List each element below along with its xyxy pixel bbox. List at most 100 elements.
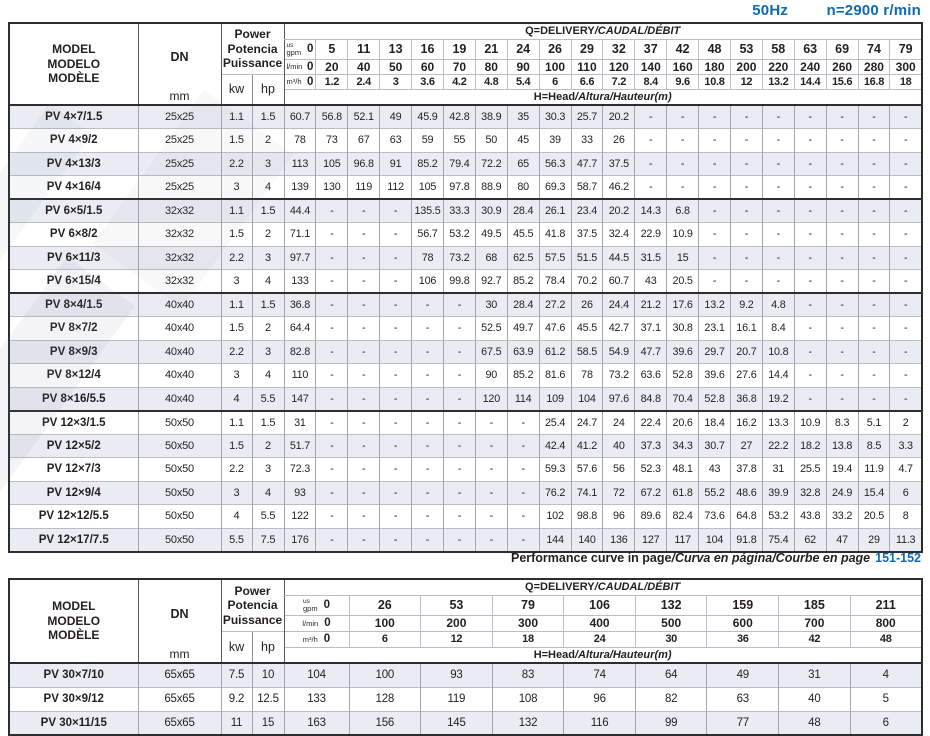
kw-cell: 1.5 bbox=[220, 433, 252, 458]
dn-cell: 65x65 bbox=[137, 686, 221, 711]
head-value-cell: 119 bbox=[420, 686, 493, 711]
head-value-cell: 113 bbox=[283, 151, 316, 176]
m3h-value-header: 18 bbox=[491, 630, 564, 647]
gpm-value-header: 132 bbox=[634, 595, 707, 615]
head-value-cell: 30.9 bbox=[474, 198, 508, 223]
head-value-cell: 4 bbox=[849, 662, 922, 687]
lmin-value-header: 280 bbox=[857, 58, 890, 74]
model-cell: PV 12×7/3 bbox=[9, 457, 138, 481]
head-value-cell: 163 bbox=[283, 710, 349, 735]
power-header: Power Potencia Puissance bbox=[220, 579, 284, 631]
operating-conditions: 50Hz n=2900 r/min bbox=[752, 2, 921, 19]
head-value-cell: 8.5 bbox=[857, 433, 890, 458]
head-value-cell: - bbox=[442, 292, 476, 317]
model-cell: PV 12×12/5.5 bbox=[9, 504, 138, 528]
head-value-cell: - bbox=[442, 527, 476, 552]
head-value-cell: 6 bbox=[849, 710, 922, 735]
head-value-cell: 13.3 bbox=[761, 409, 795, 434]
hp-cell: 1.5 bbox=[251, 292, 284, 317]
head-value-cell: - bbox=[729, 104, 763, 129]
head-value-cell: 43 bbox=[634, 269, 667, 293]
head-value-cell: - bbox=[729, 151, 763, 176]
h-head-intl: /Altura/Hauteur bbox=[574, 648, 655, 661]
h-head-header: H=Head/Altura/Hauteur(m) bbox=[283, 88, 922, 105]
head-value-cell: 112 bbox=[379, 175, 412, 199]
head-value-cell: - bbox=[379, 527, 412, 552]
m3h-value-header: 6 bbox=[538, 73, 572, 89]
head-value-cell: - bbox=[442, 339, 476, 364]
kw-header: kw bbox=[220, 630, 252, 663]
head-value-cell: 89.6 bbox=[634, 504, 667, 528]
head-value-cell: 16.2 bbox=[729, 409, 763, 434]
head-value-cell: - bbox=[889, 386, 922, 411]
head-value-cell: 18.4 bbox=[698, 409, 731, 434]
hp-cell: 3 bbox=[251, 339, 284, 364]
kw-cell: 1.5 bbox=[220, 222, 252, 246]
lmin-value-header: 260 bbox=[825, 58, 859, 74]
head-value-cell: 26 bbox=[602, 128, 635, 152]
head-value-cell: 44.4 bbox=[283, 198, 316, 223]
head-value-cell: - bbox=[347, 339, 380, 364]
dn-cell: 40x40 bbox=[137, 339, 221, 364]
head-value-cell: 5.1 bbox=[857, 409, 890, 434]
head-value-cell: 63 bbox=[379, 128, 412, 152]
model-cell: PV 12×5/2 bbox=[9, 433, 138, 458]
head-value-cell: 23.1 bbox=[698, 316, 731, 340]
head-value-cell: 8.4 bbox=[761, 316, 795, 340]
head-value-cell: - bbox=[825, 245, 859, 270]
head-value-cell: - bbox=[825, 339, 859, 364]
head-value-cell: 117 bbox=[666, 527, 699, 552]
model-cell: PV 6×8/2 bbox=[9, 222, 138, 246]
m3h-label: m³/h bbox=[302, 634, 318, 644]
kw-cell: 1.1 bbox=[220, 409, 252, 434]
head-value-cell: 97.6 bbox=[602, 386, 635, 411]
head-value-cell: - bbox=[666, 104, 699, 129]
table-row: PV 12×7/3 50x50 2.2 3 72.3- - - - - - -59.3 57.6 56 5… bbox=[9, 457, 922, 481]
hp-cell: 5.5 bbox=[251, 386, 284, 411]
head-value-cell: 53.2 bbox=[442, 222, 476, 246]
hp-cell: 3 bbox=[251, 245, 284, 270]
head-value-cell: - bbox=[347, 316, 380, 340]
m3h-value-header: 8.4 bbox=[634, 73, 667, 89]
dn-cell: 25x25 bbox=[137, 128, 221, 152]
dn-cell: 25x25 bbox=[137, 151, 221, 176]
dn-cell: 25x25 bbox=[137, 175, 221, 199]
head-value-cell: - bbox=[698, 104, 731, 129]
head-value-cell: 88.9 bbox=[474, 175, 508, 199]
head-value-cell: - bbox=[889, 175, 922, 199]
m3h-value-header: 36 bbox=[706, 630, 779, 647]
head-value-cell: - bbox=[729, 245, 763, 270]
head-value-cell: 85.2 bbox=[506, 269, 540, 293]
hp-cell: 2 bbox=[251, 433, 284, 458]
head-value-cell: - bbox=[411, 316, 444, 340]
head-value-cell: 6.8 bbox=[666, 198, 699, 223]
h-head-unit: (m) bbox=[654, 90, 672, 103]
table-row: PV 8×7/2 40x40 1.5 2 64.4- - - - -52.5 49.7 47.6 45… bbox=[9, 316, 922, 340]
kw-cell: 1.1 bbox=[220, 292, 252, 317]
gpm-value-header: 29 bbox=[570, 39, 603, 59]
head-value-cell: 17.6 bbox=[666, 292, 699, 317]
dn-header: DN bbox=[137, 23, 221, 89]
head-value-cell: 55.2 bbox=[698, 480, 731, 505]
head-value-cell: 13.8 bbox=[825, 433, 859, 458]
head-value-cell: 39 bbox=[538, 128, 572, 152]
hp-cell: 7.5 bbox=[251, 527, 284, 552]
model-header-line: MODELO bbox=[47, 56, 101, 71]
gpm-value-header: 13 bbox=[379, 39, 412, 59]
head-value-cell: 80 bbox=[506, 175, 540, 199]
head-value-cell: 42.8 bbox=[442, 104, 476, 129]
head-value-cell: 28.4 bbox=[506, 198, 540, 223]
head-value-cell: - bbox=[889, 292, 922, 317]
hp-cell: 2 bbox=[251, 316, 284, 340]
head-value-cell: 32.4 bbox=[602, 222, 635, 246]
lmin-value-header: 140 bbox=[634, 58, 667, 74]
kw-cell: 3 bbox=[220, 363, 252, 387]
dn-header: DN bbox=[137, 579, 221, 647]
m3h-value-header: 12 bbox=[420, 630, 493, 647]
head-value-cell: 136 bbox=[602, 527, 635, 552]
m3h-value-header: 4.2 bbox=[442, 73, 476, 89]
head-value-cell: 47.6 bbox=[538, 316, 572, 340]
head-value-cell: 56.8 bbox=[315, 104, 348, 129]
head-value-cell: 85.2 bbox=[411, 151, 444, 176]
head-value-cell: 36.8 bbox=[283, 292, 316, 317]
